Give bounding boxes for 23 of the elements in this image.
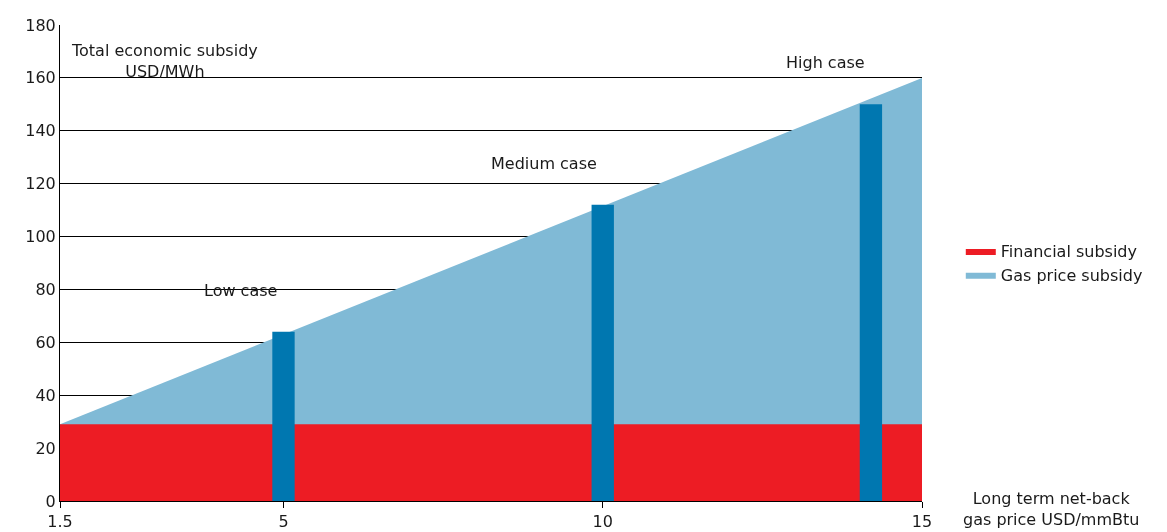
y-tick-label: 60 bbox=[35, 332, 56, 352]
bar bbox=[859, 104, 883, 501]
y-tick-label: 20 bbox=[35, 438, 56, 458]
y-axis-title: Total economic subsidy USD/MWh bbox=[71, 41, 258, 81]
x-tick-label: 1.5 bbox=[47, 512, 73, 532]
y-tick-label: 180 bbox=[25, 15, 56, 35]
legend-label: Gas price subsidy bbox=[1000, 265, 1143, 285]
y-tick-label: 140 bbox=[25, 121, 56, 141]
x-tick-label: 15 bbox=[911, 512, 933, 532]
y-tick-label: 40 bbox=[35, 385, 56, 405]
x-tick-label: 10 bbox=[592, 512, 613, 532]
y-tick-label: 120 bbox=[25, 174, 56, 194]
y-tick-label: 100 bbox=[25, 227, 56, 247]
legend-label: Financial subsidy bbox=[1000, 242, 1137, 262]
annotation: Medium case bbox=[491, 154, 597, 173]
x-axis-title: Long term net-back gas price USD/mmBtu bbox=[963, 489, 1140, 529]
annotation: High case bbox=[786, 53, 865, 72]
bar bbox=[591, 204, 614, 501]
bar bbox=[272, 331, 295, 501]
y-tick-label: 0 bbox=[45, 491, 56, 511]
y-tick-label: 160 bbox=[25, 68, 56, 88]
x-tick-label: 5 bbox=[278, 512, 289, 532]
y-tick-label: 80 bbox=[35, 280, 56, 300]
